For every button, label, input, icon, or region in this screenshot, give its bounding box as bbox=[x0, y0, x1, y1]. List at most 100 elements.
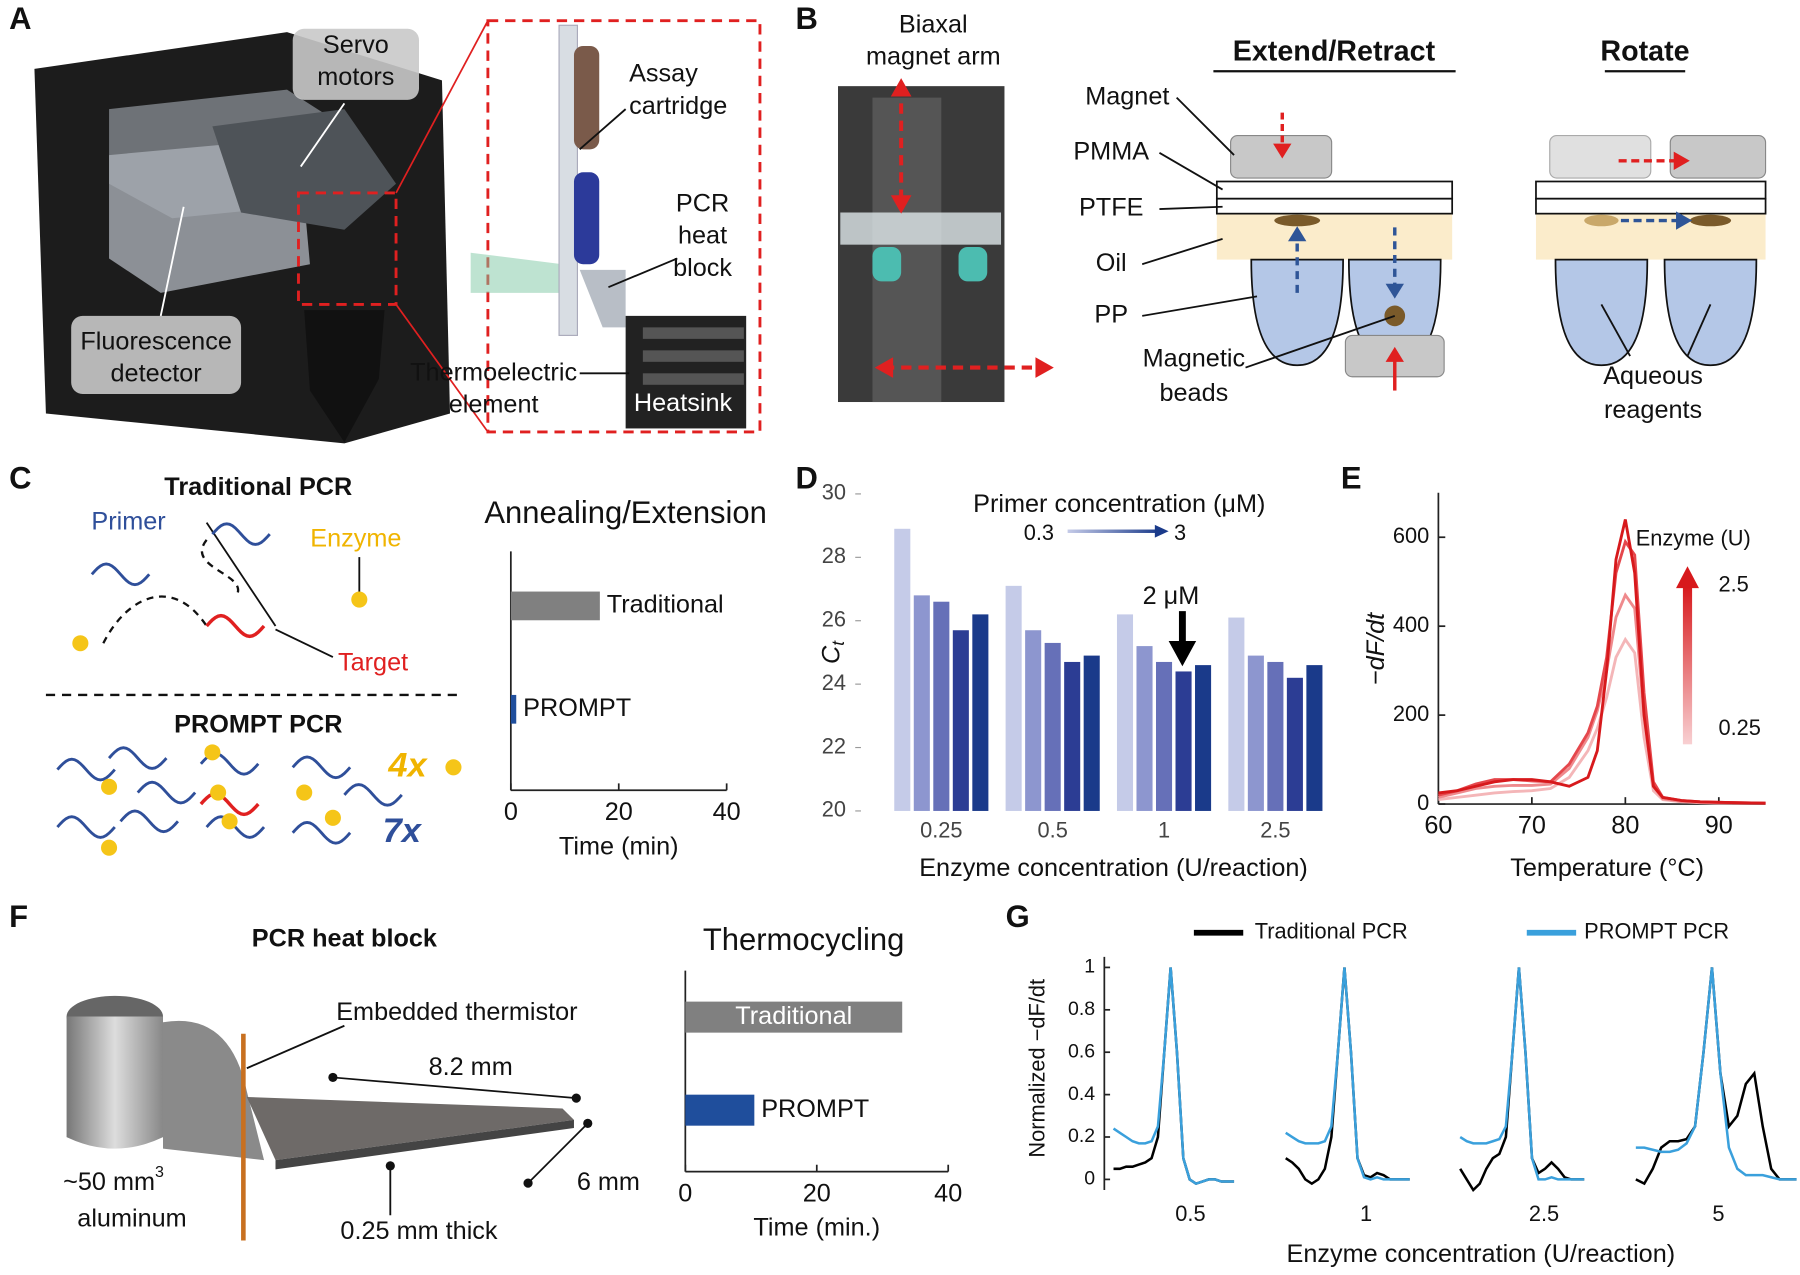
label: 8.2 mm bbox=[429, 1053, 513, 1081]
beads bbox=[1689, 214, 1732, 227]
x-tick-label: 60 bbox=[1424, 812, 1452, 840]
label: PTFE bbox=[1079, 194, 1144, 222]
label: Target bbox=[338, 649, 408, 677]
y-tick-label: 20 bbox=[822, 797, 846, 822]
arrowhead bbox=[1673, 151, 1690, 170]
magnet bbox=[1549, 134, 1652, 179]
superscript: 3 bbox=[155, 1163, 164, 1181]
leader bbox=[159, 206, 185, 317]
leader-dot bbox=[385, 1161, 395, 1171]
panel-category: 2.5 bbox=[1529, 1201, 1559, 1226]
fin bbox=[642, 327, 744, 339]
diffusion-path bbox=[102, 595, 208, 644]
label-line: block bbox=[673, 253, 732, 281]
bar-label: Traditional bbox=[607, 591, 724, 619]
enzyme bbox=[101, 778, 118, 795]
panel-category: 1 bbox=[1360, 1201, 1372, 1226]
leader bbox=[1686, 304, 1712, 357]
label-line: Servo bbox=[323, 31, 389, 59]
label-line: Fluorescence bbox=[80, 327, 232, 355]
bar bbox=[1247, 655, 1264, 811]
x-tick-label: 20 bbox=[803, 1179, 831, 1207]
panel-label: G bbox=[1006, 899, 1030, 934]
label: 0.25 mm thick bbox=[340, 1217, 497, 1245]
label-line: magnet arm bbox=[866, 42, 1001, 70]
chart-title: Thermocycling bbox=[703, 922, 905, 957]
arrowhead bbox=[1273, 143, 1292, 159]
leader bbox=[300, 102, 346, 168]
cartridge bbox=[840, 212, 1002, 245]
label-line: reagents bbox=[1604, 396, 1702, 424]
label: 6 mm bbox=[577, 1168, 640, 1196]
strand bbox=[291, 820, 352, 845]
beads bbox=[1384, 305, 1406, 327]
arrowhead bbox=[874, 357, 894, 378]
x-axis-label: Time (min) bbox=[559, 832, 679, 860]
strand bbox=[56, 757, 116, 782]
strand bbox=[205, 613, 266, 639]
y-tick-label: 400 bbox=[1393, 612, 1429, 637]
label-line: Thermoelectric bbox=[410, 358, 577, 386]
legend-arrowhead bbox=[1676, 566, 1699, 589]
y-axis-label-sub: t bbox=[828, 640, 848, 646]
bar bbox=[972, 614, 989, 811]
label: PP bbox=[1094, 301, 1128, 329]
strand bbox=[343, 783, 403, 807]
x-tick-label: 80 bbox=[1611, 812, 1639, 840]
label: Aqueous reagents bbox=[1603, 361, 1703, 423]
legend-low: 0.25 bbox=[1718, 715, 1760, 740]
diffusion-path bbox=[200, 539, 240, 598]
layers-rotate bbox=[1535, 134, 1767, 367]
fold-label: 4x bbox=[387, 746, 428, 784]
label-line: detector bbox=[111, 359, 202, 387]
legend-gradient bbox=[1682, 585, 1693, 745]
x-tick-label: 1 bbox=[1158, 817, 1170, 842]
bar bbox=[1116, 614, 1134, 811]
heading: Rotate bbox=[1600, 35, 1689, 67]
label: Heatsink bbox=[634, 389, 733, 417]
bar bbox=[1083, 655, 1100, 811]
bar bbox=[894, 528, 911, 811]
ptfe bbox=[1535, 197, 1767, 215]
legend-title: Enzyme (U) bbox=[1636, 526, 1751, 551]
y-axis-label-main: C bbox=[817, 645, 845, 664]
bar bbox=[1228, 617, 1245, 811]
label-part: ~50 mm bbox=[63, 1168, 155, 1196]
y-tick-label: 600 bbox=[1393, 523, 1429, 548]
y-axis-label: Ct bbox=[817, 640, 848, 664]
panel-label: A bbox=[9, 1, 31, 36]
label-line: element bbox=[449, 390, 539, 418]
arrowhead bbox=[890, 78, 912, 97]
label: Biaxal magnet arm bbox=[866, 10, 1001, 70]
strand bbox=[90, 562, 151, 587]
x-tick-label: 0 bbox=[504, 798, 518, 826]
label-line: Magnetic bbox=[1143, 344, 1245, 372]
y-tick-label: 28 bbox=[822, 543, 846, 568]
panel-label: F bbox=[9, 899, 28, 934]
pp-well bbox=[1663, 258, 1758, 367]
pp-well bbox=[1554, 258, 1649, 367]
x-axis-label: Time (min.) bbox=[753, 1214, 880, 1242]
strand bbox=[107, 746, 168, 770]
x-tick-label: 90 bbox=[1705, 812, 1733, 840]
strand bbox=[211, 522, 271, 546]
melt-curve bbox=[1285, 967, 1410, 1181]
leader bbox=[1158, 151, 1224, 191]
legend-high: 3 bbox=[1174, 520, 1186, 545]
x-axis-label: Enzyme concentration (U/reaction) bbox=[1287, 1240, 1676, 1268]
x-tick-label: 0 bbox=[678, 1179, 692, 1207]
zoom-frame bbox=[486, 19, 762, 434]
bar bbox=[1267, 661, 1284, 811]
melt-curve bbox=[1112, 967, 1235, 1186]
label-box bbox=[71, 315, 242, 394]
heading: PCR heat block bbox=[252, 924, 438, 952]
melt-curve bbox=[1438, 519, 1766, 805]
panel-c-diagram: Traditional PCR Primer Enzyme Target PRO… bbox=[45, 473, 462, 856]
legend-high: 2.5 bbox=[1718, 572, 1748, 597]
x-tick-label: 0.5 bbox=[1038, 817, 1068, 842]
dimension-end bbox=[523, 1178, 533, 1188]
panel-category: 5 bbox=[1712, 1201, 1724, 1226]
x-tick-label: 40 bbox=[934, 1179, 962, 1207]
chart-title: Annealing/Extension bbox=[484, 495, 767, 530]
